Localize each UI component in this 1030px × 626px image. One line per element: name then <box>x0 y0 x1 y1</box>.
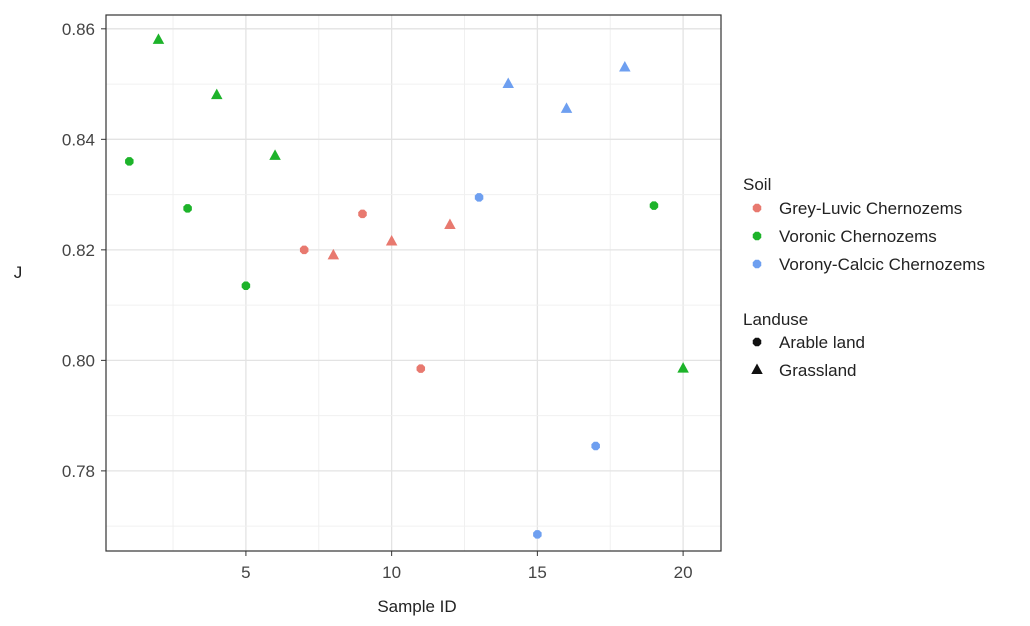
triangle-point <box>444 218 456 229</box>
triangle-point <box>152 33 165 44</box>
legend-soil-key <box>752 231 762 241</box>
circle-point <box>416 364 426 373</box>
legend-landuse-key <box>751 363 763 374</box>
legend-landuse-key <box>752 337 762 347</box>
circle-point <box>299 245 309 255</box>
y-tick-label: 0.84 <box>62 130 95 149</box>
y-tick-label: 0.86 <box>62 20 95 39</box>
legend-landuse-title: Landuse <box>743 310 808 329</box>
legend-soil-label: Voronic Chernozems <box>779 227 937 246</box>
legend-landuse-label: Arable land <box>779 333 865 352</box>
triangle-point <box>327 248 340 260</box>
legend-landuse-label: Grassland <box>779 361 856 380</box>
circle-point <box>241 281 251 291</box>
x-axis-title: Sample ID <box>377 597 456 616</box>
triangle-point <box>560 102 573 113</box>
y-tick-label: 0.82 <box>62 241 95 260</box>
x-tick-label: 20 <box>674 563 693 582</box>
circle-point <box>358 209 367 219</box>
y-axis-title: J <box>14 263 23 282</box>
triangle-point <box>211 88 223 100</box>
grid <box>106 15 721 551</box>
legend-soil-key <box>752 203 762 213</box>
circle-point <box>474 193 484 202</box>
circle-point <box>649 201 659 210</box>
y-tick-label: 0.78 <box>62 462 95 481</box>
data-points <box>125 33 689 539</box>
y-tick-label: 0.80 <box>62 351 95 370</box>
legend-soil-title: Soil <box>743 175 771 194</box>
y-axis-ticks: 0.78 0.80 0.82 0.84 0.86 <box>62 20 106 481</box>
plot-border <box>105 14 722 552</box>
triangle-point <box>269 149 281 160</box>
legend-soil-key <box>752 259 762 269</box>
legend-soil-label: Vorony-Calcic Chernozems <box>779 255 985 274</box>
legend-soil-label: Grey-Luvic Chernozems <box>779 199 962 218</box>
circle-point <box>125 157 134 166</box>
circle-point <box>591 441 600 451</box>
legend-landuse: Landuse Arable land Grassland <box>743 310 865 380</box>
triangle-point <box>385 235 398 246</box>
circle-point <box>533 530 542 539</box>
x-tick-label: 5 <box>241 563 250 582</box>
legend-soil: Soil Grey-Luvic Chernozems Voronic Cherno… <box>743 175 985 274</box>
x-tick-label: 15 <box>528 563 547 582</box>
triangle-point <box>677 362 689 373</box>
circle-point <box>183 204 192 213</box>
triangle-point <box>502 77 514 89</box>
x-tick-label: 10 <box>382 563 401 582</box>
triangle-point <box>619 60 631 72</box>
x-axis-ticks: 5 10 15 20 <box>241 551 693 582</box>
